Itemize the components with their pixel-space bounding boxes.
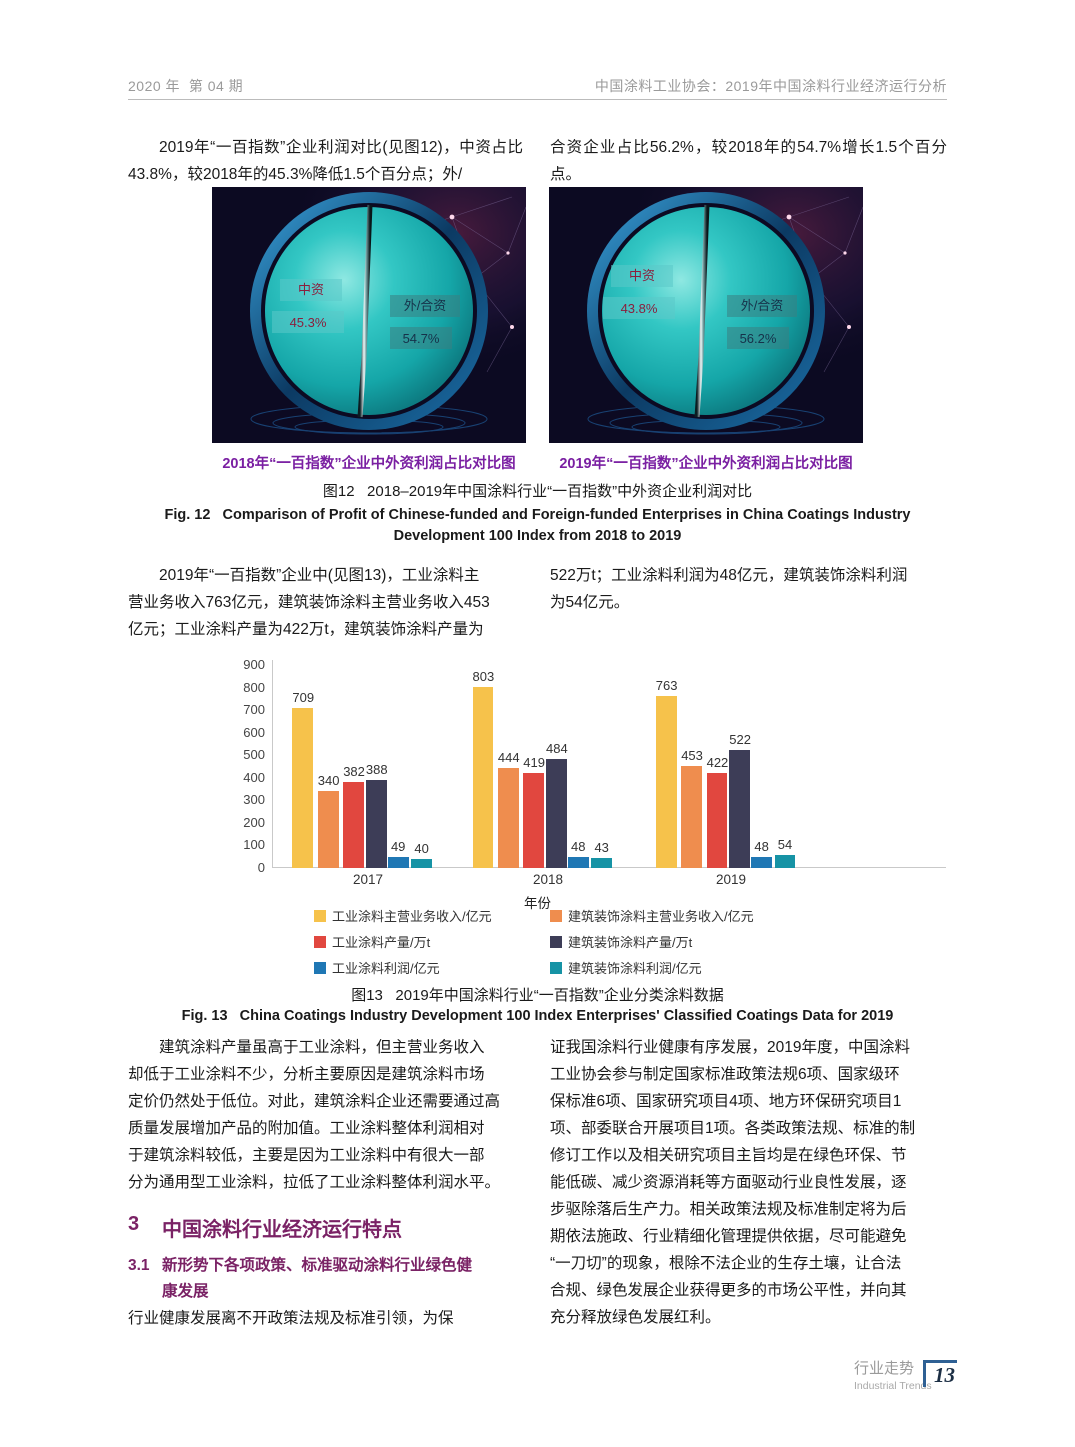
svg-text:中资: 中资 [298,282,324,297]
svg-text:45.3%: 45.3% [290,315,327,330]
svg-text:54.7%: 54.7% [403,331,440,346]
svg-text:外/合资: 外/合资 [404,298,447,313]
svg-text:外/合资: 外/合资 [741,298,784,313]
svg-text:56.2%: 56.2% [740,331,777,346]
svg-text:中资: 中资 [629,268,655,283]
svg-text:43.8%: 43.8% [621,301,658,316]
